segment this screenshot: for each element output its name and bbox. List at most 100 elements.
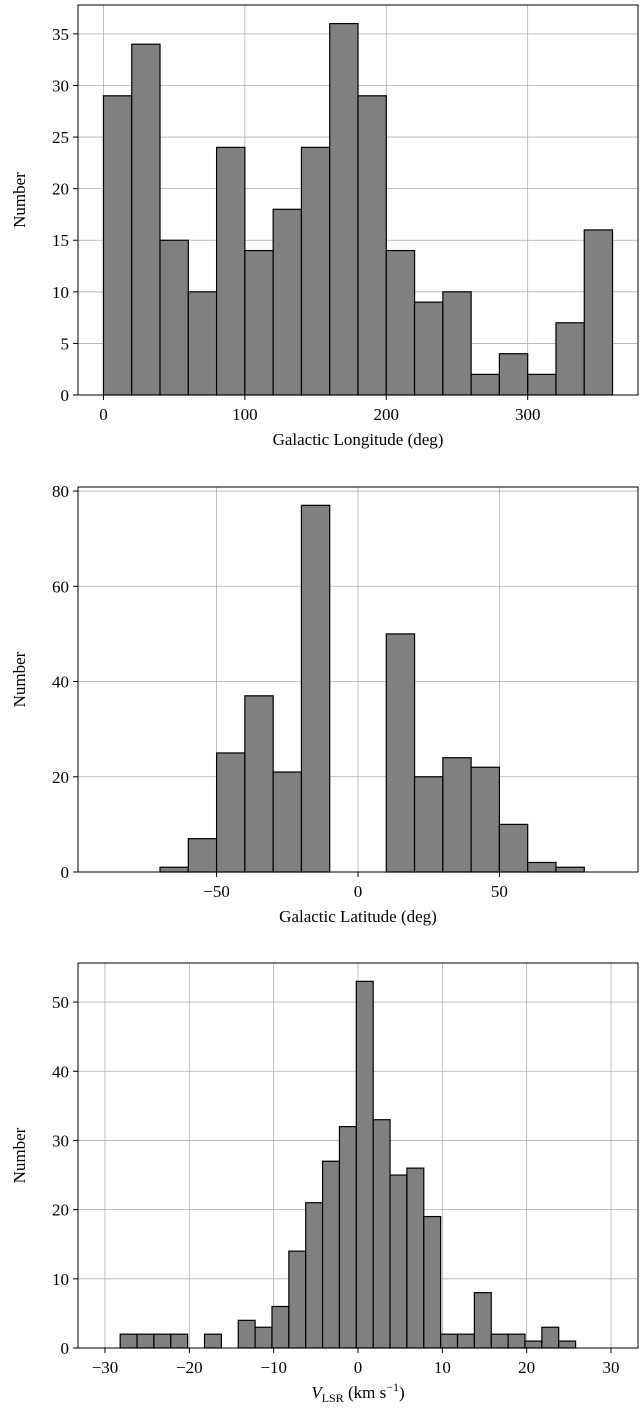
y-axis-label: Number xyxy=(10,651,29,707)
bar xyxy=(102,95,133,396)
bar xyxy=(413,301,444,396)
x-tick-label: 300 xyxy=(515,405,541,424)
chart-panel: 0 20 40 60 80 −50 0 50 Galactic Latitude (deg) Nu… xyxy=(10,482,639,926)
bar xyxy=(119,1333,138,1349)
bar xyxy=(470,373,501,396)
chart-panel: 0 5 10 15 20 25 30 35 0 100 200 300 Galactic Longitu… xyxy=(10,4,639,449)
x-tick-label: 10 xyxy=(434,1358,451,1377)
y-tick-label: 40 xyxy=(52,673,69,692)
bar xyxy=(555,866,585,873)
x-axis-label-part: −1 xyxy=(386,1380,399,1394)
x-axis-label-part: V xyxy=(311,1383,324,1402)
axes-frame xyxy=(77,4,639,396)
bar xyxy=(300,504,331,873)
bar xyxy=(203,1333,222,1349)
y-tick-label: 25 xyxy=(52,128,69,147)
y-tick-label: 60 xyxy=(52,577,69,596)
y-tick-label: 10 xyxy=(52,283,69,302)
bar xyxy=(272,771,303,873)
bar xyxy=(442,291,472,396)
bar xyxy=(413,776,444,873)
bar xyxy=(372,1119,391,1349)
bar xyxy=(385,249,416,396)
bar xyxy=(524,1340,543,1349)
x-axis-label: Galactic Latitude (deg) xyxy=(279,907,437,926)
y-tick-label: 0 xyxy=(61,1339,70,1358)
bar xyxy=(159,239,189,396)
bar xyxy=(423,1215,442,1349)
bar xyxy=(329,22,359,396)
axes-frame xyxy=(77,962,639,1349)
bar xyxy=(555,322,585,396)
bar xyxy=(170,1333,189,1349)
bar xyxy=(442,757,472,873)
bar xyxy=(527,373,557,396)
y-tick-label: 30 xyxy=(52,76,69,95)
axes-frame xyxy=(77,486,639,873)
x-axis-label: VLSR (km s−1) xyxy=(311,1380,404,1405)
bar xyxy=(272,208,303,396)
bar xyxy=(187,291,218,396)
y-tick-label: 20 xyxy=(52,180,69,199)
bar xyxy=(254,1326,273,1349)
bar xyxy=(558,1340,577,1349)
y-tick-label: 0 xyxy=(61,863,70,882)
y-tick-label: 10 xyxy=(52,1270,69,1289)
bar xyxy=(300,146,331,396)
x-tick-label: 100 xyxy=(232,405,258,424)
bar xyxy=(244,249,274,396)
y-tick-label: 20 xyxy=(52,768,69,787)
y-tick-label: 35 xyxy=(52,25,69,44)
bar xyxy=(159,866,189,873)
y-tick-label: 20 xyxy=(52,1201,69,1220)
x-axis-label-part: ) xyxy=(399,1383,405,1402)
x-tick-label: 0 xyxy=(354,882,363,901)
bar xyxy=(153,1333,172,1349)
x-axis-label-part: (km s xyxy=(344,1383,387,1402)
bar xyxy=(583,229,614,396)
bar xyxy=(215,146,246,396)
bar xyxy=(136,1333,155,1349)
x-tick-label: −30 xyxy=(92,1358,119,1377)
bar xyxy=(527,861,557,873)
x-tick-label: 30 xyxy=(603,1358,620,1377)
bar xyxy=(305,1202,324,1349)
chart-panel: 0 10 20 30 40 50 −30 −20 −10 0 10 20 30 VLSR (km s−1)… xyxy=(10,962,639,1405)
bar xyxy=(187,838,218,873)
x-tick-label: 0 xyxy=(354,1358,363,1377)
bar xyxy=(456,1333,475,1349)
bar xyxy=(498,823,529,873)
x-axis-label-part: Galactic Latitude (deg) xyxy=(279,907,437,926)
bar xyxy=(244,695,274,873)
y-tick-label: 15 xyxy=(52,231,69,250)
y-axis-label: Number xyxy=(10,1127,29,1183)
x-axis-label-part: Galactic Longitude (deg) xyxy=(273,430,444,449)
x-axis-label-part: LSR xyxy=(322,1391,344,1405)
y-tick-label: 40 xyxy=(52,1062,69,1081)
y-tick-label: 80 xyxy=(52,482,69,501)
bar xyxy=(355,980,374,1349)
bar xyxy=(473,1292,492,1349)
x-tick-label: 200 xyxy=(374,405,400,424)
x-tick-label: 20 xyxy=(518,1358,535,1377)
y-tick-label: 30 xyxy=(52,1131,69,1150)
bar xyxy=(215,752,246,873)
x-axis-label: Galactic Longitude (deg) xyxy=(273,430,444,449)
x-tick-label: 50 xyxy=(491,882,508,901)
x-tick-label: −20 xyxy=(176,1358,203,1377)
bar xyxy=(385,633,416,873)
bar xyxy=(490,1333,509,1349)
bar xyxy=(237,1319,256,1349)
bar xyxy=(541,1326,560,1349)
y-tick-label: 5 xyxy=(61,334,70,353)
bar xyxy=(470,766,501,873)
bar xyxy=(321,1160,341,1349)
bar xyxy=(440,1333,459,1349)
bar xyxy=(498,353,529,396)
x-tick-label: −10 xyxy=(260,1358,287,1377)
bar xyxy=(288,1250,307,1349)
y-tick-label: 50 xyxy=(52,993,69,1012)
y-axis-label: Number xyxy=(10,172,29,228)
bar xyxy=(507,1333,526,1349)
